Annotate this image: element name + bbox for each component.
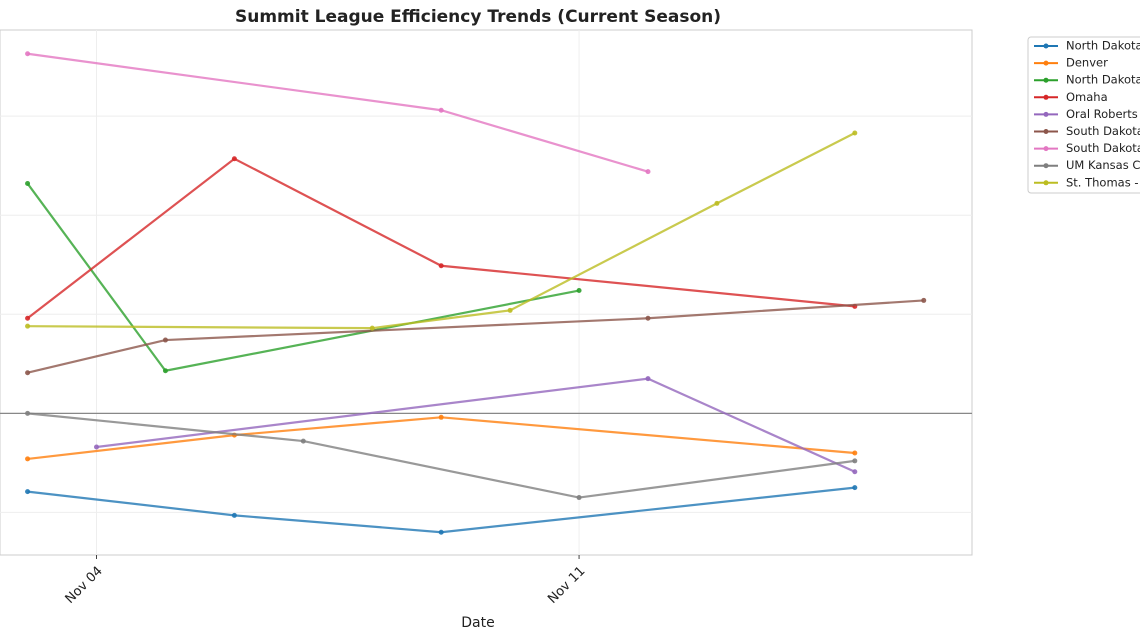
data-point xyxy=(300,438,306,444)
series-line xyxy=(27,416,855,461)
series-line xyxy=(27,299,924,374)
chart-title: Summit League Efficiency Trends (Current… xyxy=(235,7,721,27)
data-point xyxy=(25,489,31,495)
data-point xyxy=(25,181,31,187)
legend-marker xyxy=(1043,60,1049,66)
data-point xyxy=(25,323,31,329)
series-line xyxy=(26,182,580,372)
legend-label: North Dakota xyxy=(1066,73,1140,87)
series-line xyxy=(27,412,855,499)
data-point xyxy=(438,414,444,420)
data-point xyxy=(369,325,375,331)
legend-label: St. Thomas - xyxy=(1066,175,1139,189)
legend-marker xyxy=(1043,77,1049,83)
series-line xyxy=(27,52,649,173)
data-point xyxy=(852,485,858,491)
legend-label: South Dakota xyxy=(1066,141,1140,155)
data-point xyxy=(852,469,858,475)
legend-label: South Dakota xyxy=(1066,124,1140,138)
series-line xyxy=(27,486,855,534)
plot-frame xyxy=(0,29,973,556)
legend-marker xyxy=(1043,163,1049,169)
data-point xyxy=(438,529,444,535)
legend-marker xyxy=(1043,129,1049,134)
data-point xyxy=(714,200,720,206)
x-tick-label: Nov 04 xyxy=(63,564,106,607)
series-line xyxy=(96,377,856,473)
legend-label: Oral Roberts xyxy=(1066,107,1138,121)
legend-box xyxy=(1027,36,1140,194)
legend-label: Omaha xyxy=(1066,90,1108,104)
data-point xyxy=(162,337,168,343)
data-point xyxy=(25,315,31,321)
legend-marker xyxy=(1043,180,1049,186)
data-point xyxy=(852,450,858,456)
data-point xyxy=(25,370,31,376)
series-line xyxy=(27,132,856,330)
series-line xyxy=(26,157,855,320)
legend-label: North Dakota xyxy=(1066,39,1140,53)
legend-marker xyxy=(1043,43,1049,49)
data-point xyxy=(645,169,651,175)
data-point xyxy=(438,107,444,113)
data-point xyxy=(576,495,582,501)
data-point xyxy=(162,368,168,374)
data-point xyxy=(507,307,513,313)
x-tick-label: Nov 11 xyxy=(545,564,588,607)
legend-label: Denver xyxy=(1066,56,1108,70)
x-axis-label: Date xyxy=(461,615,494,631)
data-point xyxy=(438,263,444,269)
data-point xyxy=(576,288,582,294)
legend-marker xyxy=(1043,111,1049,117)
data-point xyxy=(231,156,237,162)
data-point xyxy=(231,512,237,518)
data-point xyxy=(921,297,927,303)
data-point xyxy=(25,456,31,462)
legend-label: UM Kansas C xyxy=(1066,158,1140,172)
data-point xyxy=(25,410,31,416)
data-point xyxy=(25,51,31,57)
data-point xyxy=(852,130,858,136)
legend-marker xyxy=(1043,146,1049,152)
data-point xyxy=(852,458,858,464)
data-point xyxy=(645,376,651,382)
data-point xyxy=(94,444,100,450)
data-point xyxy=(645,315,651,321)
legend-marker xyxy=(1043,94,1049,100)
